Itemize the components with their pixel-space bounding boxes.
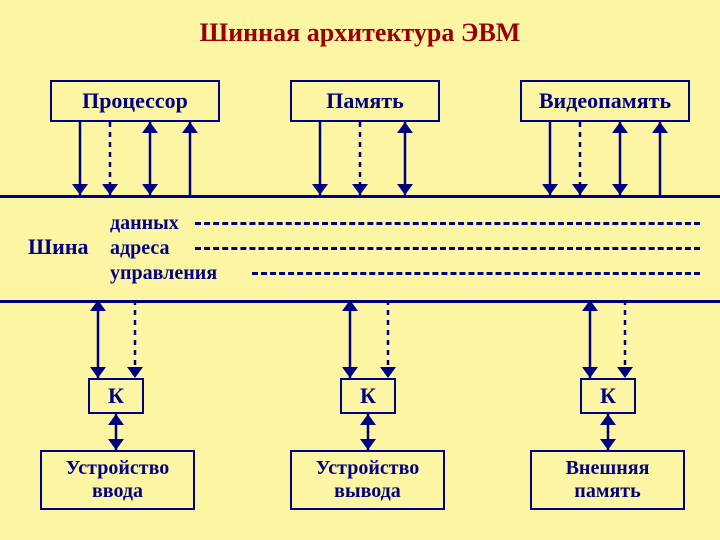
- arrows-layer: [0, 0, 720, 540]
